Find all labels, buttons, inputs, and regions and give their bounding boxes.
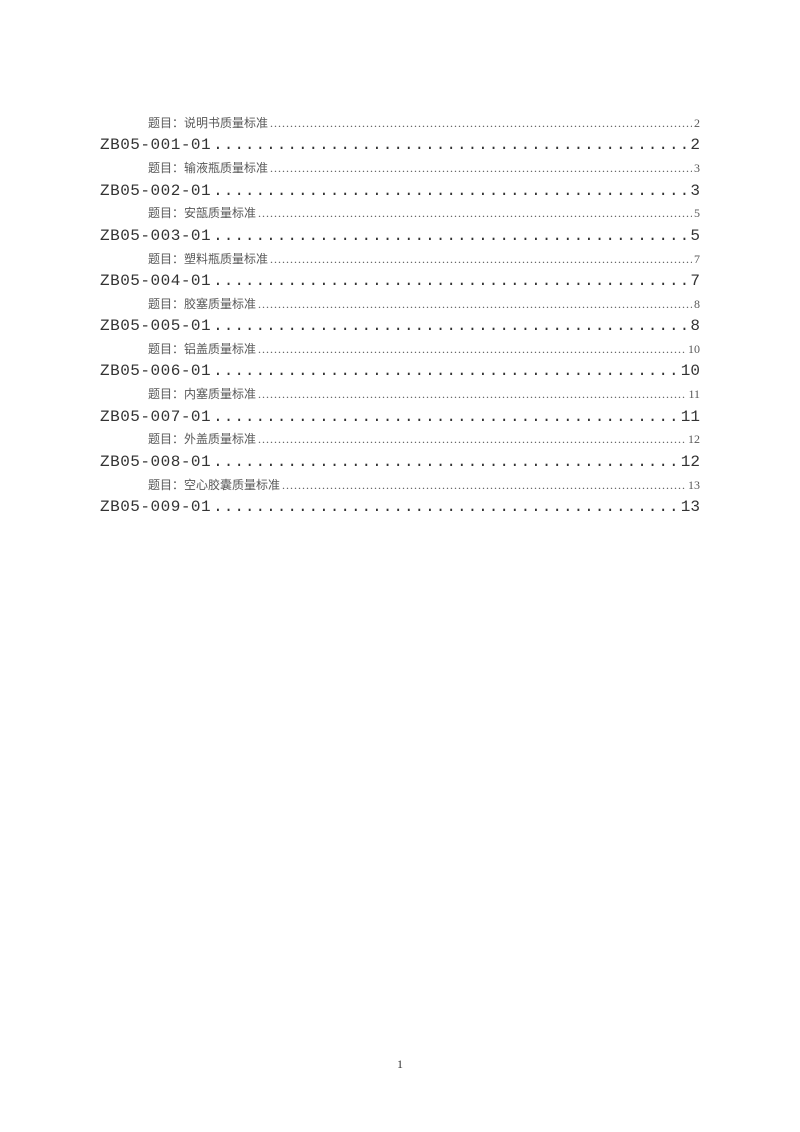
toc-entry-label: ZB05-003-01 (100, 224, 211, 249)
toc-entry-page: 12 (681, 450, 700, 475)
toc-entry-label: 题目：塑料瓶质量标准 (148, 249, 268, 269)
toc-entry-page: 11 (681, 405, 700, 430)
toc-dot-leader: ........................................… (213, 269, 688, 294)
toc-entry-page: 13 (688, 475, 700, 495)
toc-entry-main: ZB05-007-01.............................… (100, 405, 700, 430)
toc-dot-leader: ........................................… (213, 495, 679, 520)
toc-dot-leader: ........................................… (213, 179, 688, 204)
toc-entry-label: 题目：胶塞质量标准 (148, 294, 256, 314)
toc-dot-leader: ........................................… (213, 359, 679, 384)
toc-entry-label: 题目：说明书质量标准 (148, 113, 268, 133)
toc-entry-sub: 题目：内塞质量标准...............................… (148, 384, 700, 404)
toc-entry-page: 3 (690, 179, 700, 204)
toc-dot-leader: ........................................… (258, 294, 692, 314)
toc-dot-leader: ........................................… (213, 405, 679, 430)
toc-entry-main: ZB05-005-01.............................… (100, 314, 700, 339)
toc-dot-leader: ........................................… (213, 314, 688, 339)
toc-entry-page: 3 (694, 158, 700, 178)
toc-entry-sub: 题目：胶塞质量标准...............................… (148, 294, 700, 314)
toc-entry-label: ZB05-002-01 (100, 179, 211, 204)
toc-entry-label: ZB05-006-01 (100, 359, 211, 384)
toc-entry-sub: 题目：空心胶囊质量标准.............................… (148, 475, 700, 495)
toc-entry-label: ZB05-009-01 (100, 495, 211, 520)
toc-entry-page: 8 (690, 314, 700, 339)
toc-entry-label: ZB05-005-01 (100, 314, 211, 339)
toc-entry-main: ZB05-008-01.............................… (100, 450, 700, 475)
toc-entry-main: ZB05-003-01.............................… (100, 224, 700, 249)
toc-entry-page: 11 (688, 384, 700, 404)
toc-entry-page: 12 (688, 429, 700, 449)
toc-dot-leader: ........................................… (282, 475, 686, 495)
toc-entry-label: ZB05-007-01 (100, 405, 211, 430)
toc-dot-leader: ........................................… (270, 158, 692, 178)
toc-entry-main: ZB05-002-01.............................… (100, 179, 700, 204)
footer-page-number: 1 (0, 1057, 800, 1072)
toc-dot-leader: ........................................… (270, 113, 692, 133)
toc-dot-leader: ........................................… (270, 249, 692, 269)
toc-entry-sub: 题目：安瓿质量标准...............................… (148, 203, 700, 223)
toc-entry-page: 10 (681, 359, 700, 384)
toc-entry-label: ZB05-001-01 (100, 133, 211, 158)
toc-dot-leader: ........................................… (258, 429, 686, 449)
toc-dot-leader: ........................................… (213, 450, 679, 475)
toc-dot-leader: ........................................… (258, 384, 686, 404)
toc-entry-main: ZB05-006-01.............................… (100, 359, 700, 384)
toc-entry-label: ZB05-008-01 (100, 450, 211, 475)
toc-entry-page: 10 (688, 339, 700, 359)
toc-entry-label: 题目：铝盖质量标准 (148, 339, 256, 359)
toc-entry-main: ZB05-001-01.............................… (100, 133, 700, 158)
toc-entry-page: 7 (694, 249, 700, 269)
toc-dot-leader: ........................................… (213, 133, 688, 158)
toc-dot-leader: ........................................… (258, 339, 686, 359)
toc-entry-main: ZB05-004-01.............................… (100, 269, 700, 294)
toc-entry-page: 2 (694, 113, 700, 133)
toc-entry-page: 2 (690, 133, 700, 158)
toc-entry-label: ZB05-004-01 (100, 269, 211, 294)
toc-container: 题目：说明书质量标准..............................… (100, 113, 700, 520)
toc-entry-label: 题目：空心胶囊质量标准 (148, 475, 280, 495)
toc-entry-label: 题目：内塞质量标准 (148, 384, 256, 404)
page-content: 题目：说明书质量标准..............................… (0, 0, 800, 520)
toc-entry-main: ZB05-009-01.............................… (100, 495, 700, 520)
toc-dot-leader: ........................................… (213, 224, 688, 249)
toc-entry-page: 5 (694, 203, 700, 223)
toc-entry-page: 7 (690, 269, 700, 294)
toc-entry-label: 题目：安瓿质量标准 (148, 203, 256, 223)
toc-entry-sub: 题目：外盖质量标准...............................… (148, 429, 700, 449)
toc-entry-label: 题目：外盖质量标准 (148, 429, 256, 449)
toc-dot-leader: ........................................… (258, 203, 692, 223)
toc-entry-sub: 题目：输液瓶质量标准..............................… (148, 158, 700, 178)
toc-entry-label: 题目：输液瓶质量标准 (148, 158, 268, 178)
toc-entry-page: 8 (694, 294, 700, 314)
toc-entry-sub: 题目：说明书质量标准..............................… (148, 113, 700, 133)
toc-entry-sub: 题目：塑料瓶质量标准..............................… (148, 249, 700, 269)
toc-entry-sub: 题目：铝盖质量标准...............................… (148, 339, 700, 359)
toc-entry-page: 13 (681, 495, 700, 520)
toc-entry-page: 5 (690, 224, 700, 249)
